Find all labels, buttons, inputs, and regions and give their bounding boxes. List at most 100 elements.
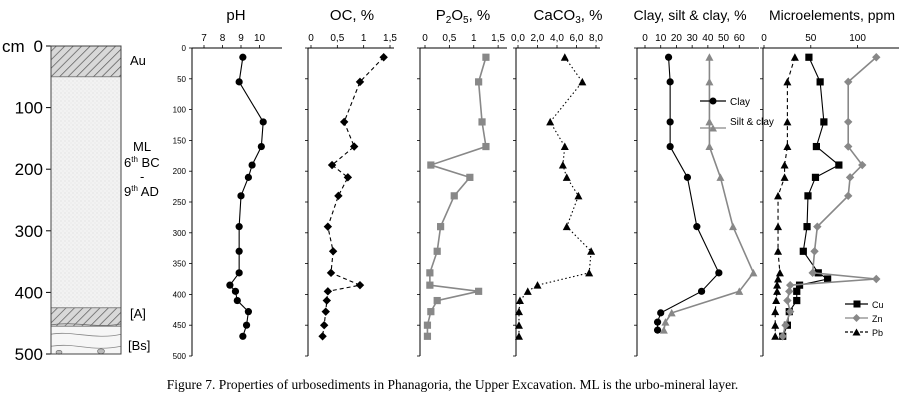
data-point-clay	[666, 118, 674, 126]
legend-clay-marker	[709, 97, 717, 105]
depth-unit-label: cm	[2, 37, 25, 56]
series-line-p2o5	[426, 57, 487, 337]
data-point-zn	[845, 173, 855, 182]
data-point-pb	[772, 296, 781, 305]
layer-label-ml-period1: 6th BC	[124, 155, 160, 170]
depth-tick-label: 200	[15, 160, 43, 179]
data-point-p2o5	[478, 118, 486, 126]
profile-boundary-line	[50, 323, 122, 326]
data-point-silt-clay	[729, 222, 737, 231]
data-point-silt-clay	[705, 53, 714, 61]
data-point-zn	[778, 332, 787, 341]
x-tick-label: 8,0	[589, 33, 603, 44]
depth-tick-label: 400	[15, 283, 43, 302]
data-point-oc	[318, 332, 327, 341]
data-point-caco3	[560, 53, 569, 61]
legend-silt-label: Silt & clay	[730, 117, 774, 128]
depth-axis-ticks: 0 100 200 300 400 500	[15, 37, 51, 364]
x-tick-label: 50	[718, 33, 730, 44]
data-point-ph	[259, 118, 267, 126]
y-tick-label: 100	[173, 106, 187, 115]
y-tick-label: 300	[173, 229, 187, 238]
data-point-oc	[323, 222, 333, 231]
data-point-pb	[773, 287, 782, 295]
data-point-ph	[248, 161, 256, 169]
y-tick-label: 150	[173, 136, 187, 145]
legend-cu-label: Cu	[872, 300, 884, 310]
profile-layer	[50, 45, 122, 78]
data-point-cu	[835, 161, 843, 169]
legend-zn-label: Zn	[872, 314, 883, 324]
data-point-silt-clay	[716, 173, 725, 181]
profile-layer	[50, 307, 122, 327]
data-point-p2o5	[450, 192, 458, 200]
y-tick-label: 500	[173, 352, 187, 361]
data-point-p2o5	[427, 161, 435, 169]
y-tick-label: 250	[173, 198, 187, 207]
data-point-clay	[697, 287, 706, 295]
x-tick-label: 40	[702, 33, 714, 44]
x-tick-label: 0,5	[330, 33, 344, 44]
data-point-pb	[775, 268, 784, 277]
data-point-zn	[786, 280, 795, 290]
data-point-clay	[666, 142, 674, 151]
y-tick-label: 0	[182, 44, 187, 53]
data-point-caco3	[585, 268, 594, 277]
data-point-p2o5	[423, 321, 432, 329]
data-point-caco3	[533, 281, 542, 289]
data-point-p2o5	[427, 308, 435, 316]
data-point-oc	[328, 247, 338, 256]
data-point-ph	[226, 281, 234, 289]
data-point-ph	[235, 247, 243, 255]
legend-pb-label: Pb	[872, 328, 883, 338]
x-tick-label: 0,5	[442, 33, 456, 44]
data-point-zn	[872, 53, 881, 62]
data-point-caco3	[523, 287, 532, 295]
data-point-p2o5	[482, 142, 490, 151]
data-point-cu	[799, 247, 807, 255]
panel-caco3: 0,0 2,0 4,0 6,0 8,0	[511, 33, 603, 357]
data-point-caco3	[515, 296, 524, 305]
data-point-caco3	[546, 117, 555, 126]
panel-p2o5: 0 0,5 1 1,5	[417, 33, 507, 357]
data-point-silt-clay	[735, 287, 744, 295]
chart-title-clay: Clay, silt & clay, %	[633, 7, 746, 23]
x-tick-label: 20	[671, 33, 683, 44]
legend-silt-label-text: Silt & clay	[730, 117, 774, 128]
data-point-pb	[783, 77, 792, 86]
x-tick-label: 60	[734, 33, 746, 44]
data-point-zn	[810, 247, 819, 256]
data-point-ph	[239, 53, 247, 61]
data-point-oc	[323, 287, 333, 296]
data-point-cu	[816, 78, 824, 86]
layer-label-ml: ML 6th BC - 9th AD	[124, 139, 160, 199]
data-point-zn	[858, 160, 867, 170]
soil-profile	[50, 45, 122, 355]
data-point-cu	[793, 296, 801, 305]
data-point-cu	[812, 142, 820, 151]
data-point-cu	[805, 53, 813, 61]
data-point-pb	[771, 321, 780, 329]
data-point-silt-clay	[749, 268, 758, 277]
data-point-p2o5	[426, 281, 434, 289]
data-point-caco3	[578, 77, 587, 86]
data-point-oc	[343, 173, 353, 182]
data-point-cu	[811, 173, 820, 181]
data-point-cu	[804, 192, 812, 200]
chart-title-oc: OC, %	[330, 7, 374, 24]
legend-clay: Clay Silt & clay	[700, 97, 774, 132]
data-point-zn	[844, 142, 853, 151]
x-tick-label: 0	[308, 33, 314, 44]
data-point-clay	[653, 326, 662, 334]
data-point-p2o5	[482, 53, 490, 61]
depth-tick-label: 100	[15, 99, 43, 118]
layer-label-ml-dash: -	[140, 169, 144, 184]
x-tick-label: 4,0	[550, 33, 564, 44]
data-point-cu	[824, 275, 832, 283]
series-line-oc	[322, 56, 385, 337]
data-point-pb	[780, 173, 789, 181]
x-tick-label: 1,5	[383, 33, 397, 44]
figure-caption: Figure 7. Properties of urbosediments in…	[166, 377, 739, 392]
series-line-ph	[229, 57, 264, 337]
